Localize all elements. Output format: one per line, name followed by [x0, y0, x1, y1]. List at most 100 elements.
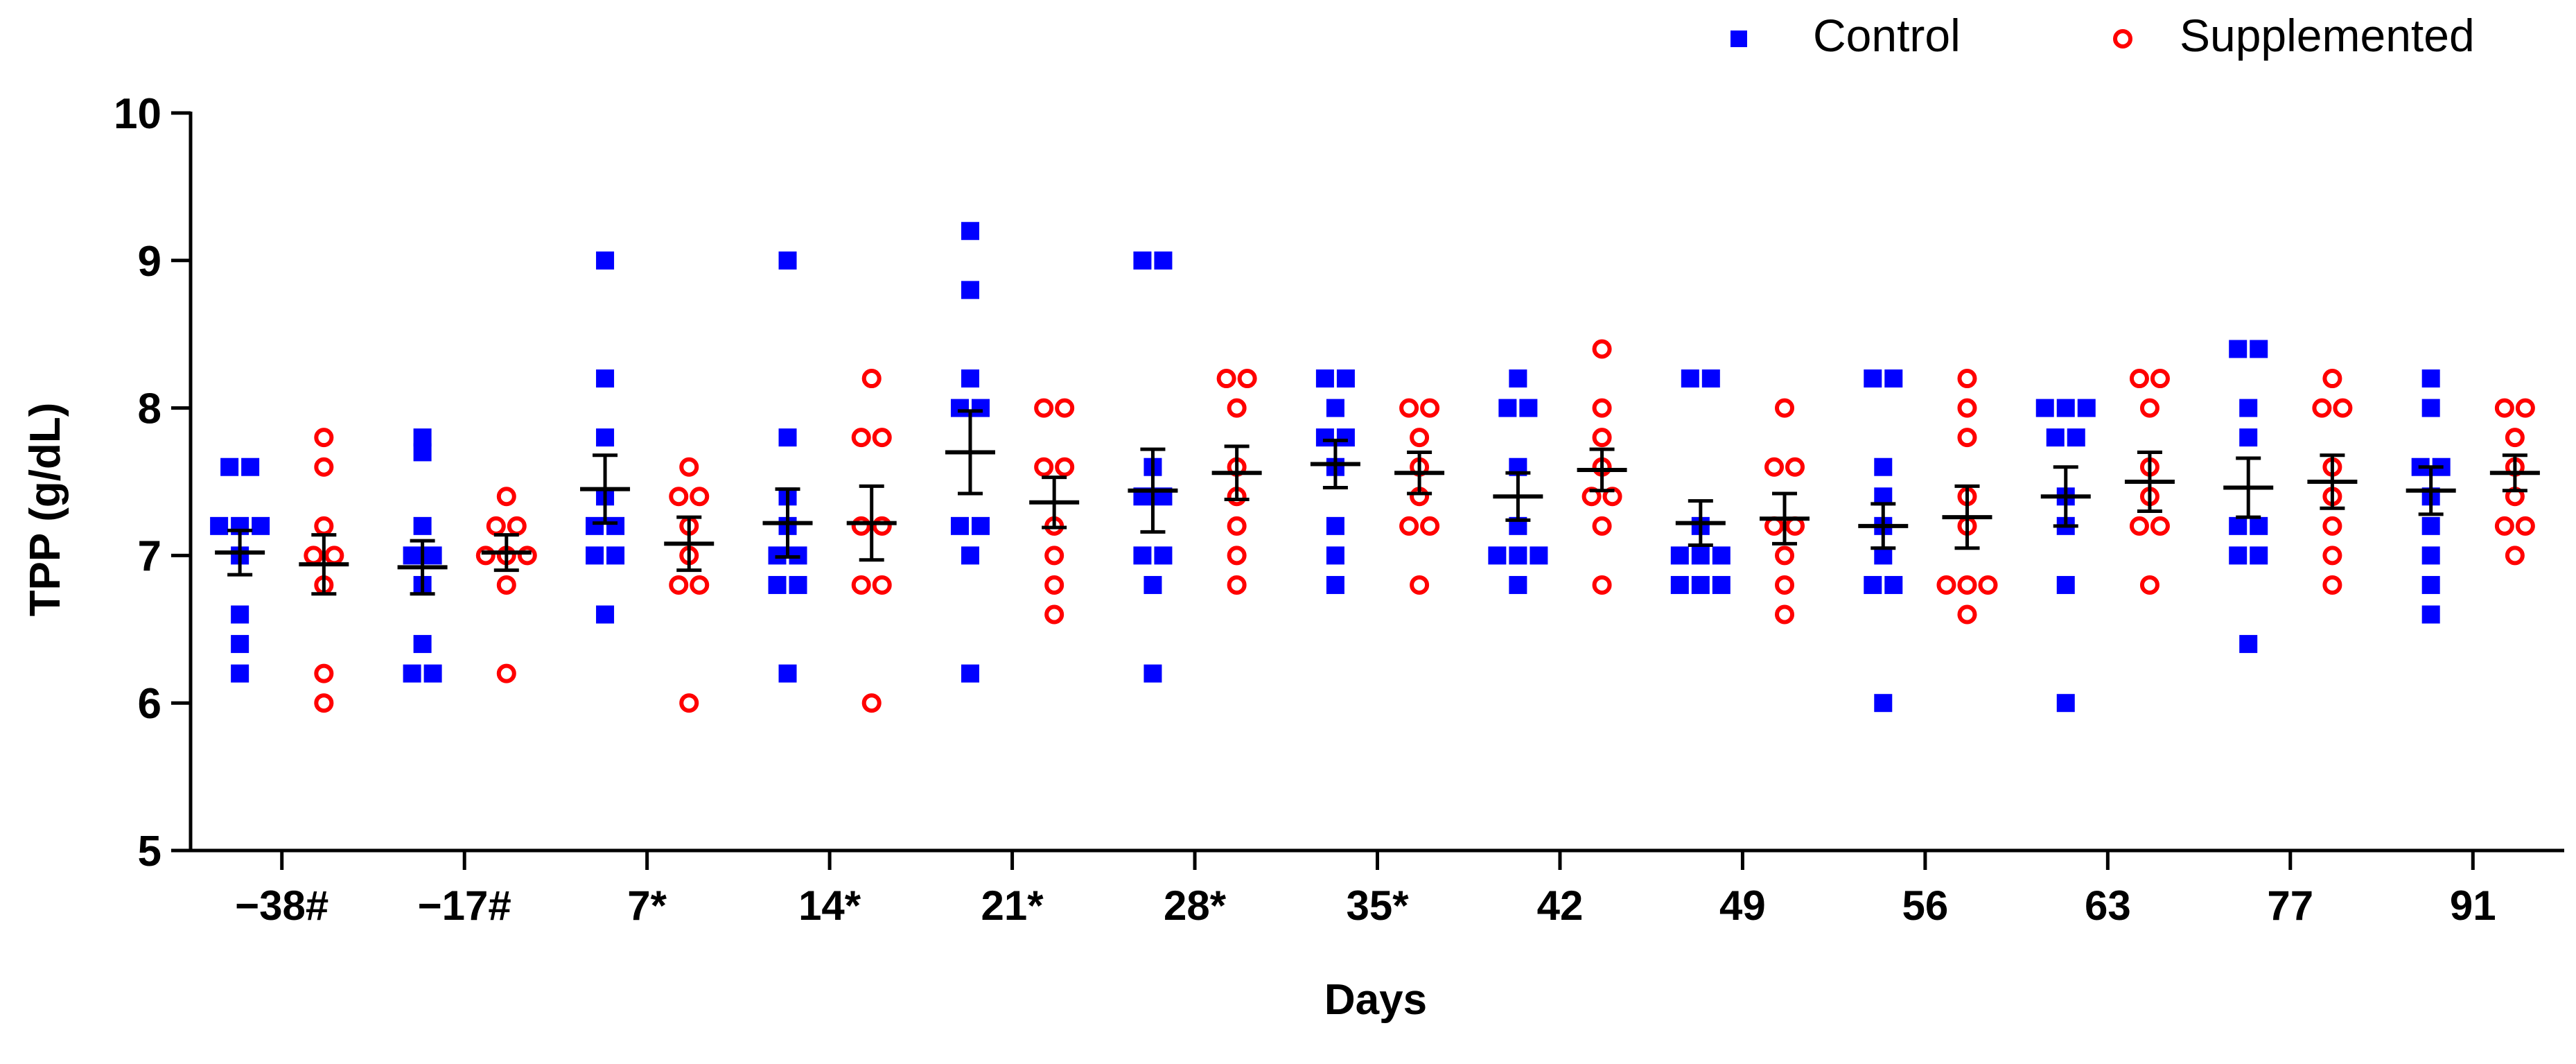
supplemented-point: [690, 575, 710, 595]
x-tick-label: 63: [2085, 882, 2131, 929]
supplemented-point: [496, 575, 516, 595]
x-tick-label: 21*: [981, 882, 1044, 929]
supplemented-point: [1957, 575, 1977, 595]
control-point: [971, 516, 990, 535]
control-point: [1144, 575, 1162, 594]
control-point: [2421, 605, 2440, 624]
supplemented-point: [1034, 398, 1054, 418]
control-point: [596, 251, 615, 270]
control-point: [2250, 340, 2268, 358]
x-tick-label: 56: [1902, 882, 1949, 929]
control-point: [2056, 694, 2075, 713]
control-point: [2229, 516, 2248, 535]
x-tick-label: 49: [1719, 882, 1766, 929]
supplemented-point: [1936, 575, 1956, 595]
supplemented-point: [861, 369, 882, 389]
control-point: [2239, 428, 2258, 447]
control-point: [1670, 546, 1689, 565]
control-point: [2056, 575, 2075, 594]
supplemented-point: [1410, 575, 1430, 595]
control-point: [1884, 369, 1903, 388]
control-point: [2077, 399, 2096, 417]
supplemented-point: [669, 487, 689, 507]
control-point: [2067, 428, 2085, 447]
legend-control-label: Control: [1813, 10, 1961, 61]
control-point: [1712, 546, 1731, 565]
supplemented-point: [324, 546, 344, 566]
control-point: [1874, 457, 1893, 476]
control-point: [1336, 428, 1355, 447]
control-point: [1315, 428, 1334, 447]
control-point: [252, 516, 270, 535]
control-point: [1326, 546, 1344, 565]
control-point: [1691, 546, 1710, 565]
control-point: [1315, 369, 1334, 388]
supplemented-point: [2312, 398, 2332, 418]
x-tick-label: −38#: [235, 882, 328, 929]
supplemented-point: [2129, 516, 2149, 536]
supplemented-point: [486, 516, 506, 536]
supplemented-point: [872, 575, 892, 595]
control-point: [2229, 340, 2248, 358]
supplemented-point: [2322, 516, 2342, 536]
supplemented-point: [2150, 369, 2170, 389]
supplemented-point: [2494, 398, 2514, 418]
supplemented-point: [1957, 398, 1977, 418]
x-tick-label: 35*: [1346, 882, 1409, 929]
supplemented-point: [2505, 428, 2525, 448]
legend-control-marker: [1731, 30, 1747, 47]
control-point: [1326, 575, 1344, 594]
supplemented-point: [475, 546, 496, 566]
control-point: [413, 443, 432, 462]
supplemented-point: [1775, 546, 1795, 566]
y-tick-label: 5: [138, 828, 161, 875]
control-point: [961, 222, 979, 241]
control-point: [596, 605, 615, 624]
supplemented-point: [1044, 604, 1064, 625]
supplemented-point: [1775, 398, 1795, 418]
supplemented-point: [496, 487, 516, 507]
supplemented-point: [1592, 339, 1612, 359]
control-point: [2421, 575, 2440, 594]
y-tick-label: 7: [138, 532, 161, 580]
control-point: [1133, 546, 1152, 565]
supplemented-point: [1044, 575, 1064, 595]
control-point: [1712, 575, 1731, 594]
control-point: [1144, 664, 1162, 683]
supplemented-point: [861, 693, 882, 713]
control-point: [596, 369, 615, 388]
supplemented-point: [1420, 516, 1440, 536]
control-point: [1864, 369, 1882, 388]
supplemented-point: [851, 428, 871, 448]
legend-supplemented-marker: [2113, 29, 2132, 49]
x-tick-label: 91: [2450, 882, 2496, 929]
control-point: [1701, 369, 1720, 388]
control-point: [210, 516, 229, 535]
control-point: [1154, 251, 1173, 270]
supplemented-point: [1775, 604, 1795, 625]
control-point: [2421, 399, 2440, 417]
control-point: [423, 664, 442, 683]
legend: Control Supplemented: [1731, 10, 2475, 61]
supplemented-point: [2505, 546, 2525, 566]
control-point: [961, 664, 979, 683]
supplemented-point: [2515, 516, 2535, 536]
control-point: [2239, 399, 2258, 417]
control-point: [413, 516, 432, 535]
control-point: [231, 664, 249, 683]
y-tick-label: 8: [138, 385, 161, 433]
control-point: [2250, 546, 2268, 565]
control-point: [2035, 399, 2054, 417]
supplemented-point: [1592, 398, 1612, 418]
control-point: [1498, 399, 1517, 417]
control-point: [1519, 399, 1538, 417]
supplemented-point: [2494, 516, 2514, 536]
supplemented-point: [1957, 428, 1977, 448]
control-point: [1691, 575, 1710, 594]
supplemented-point: [1227, 575, 1247, 595]
y-tick-label: 10: [114, 90, 161, 138]
control-point: [1488, 546, 1507, 565]
control-point: [241, 457, 260, 476]
y-tick-label: 6: [138, 680, 161, 728]
